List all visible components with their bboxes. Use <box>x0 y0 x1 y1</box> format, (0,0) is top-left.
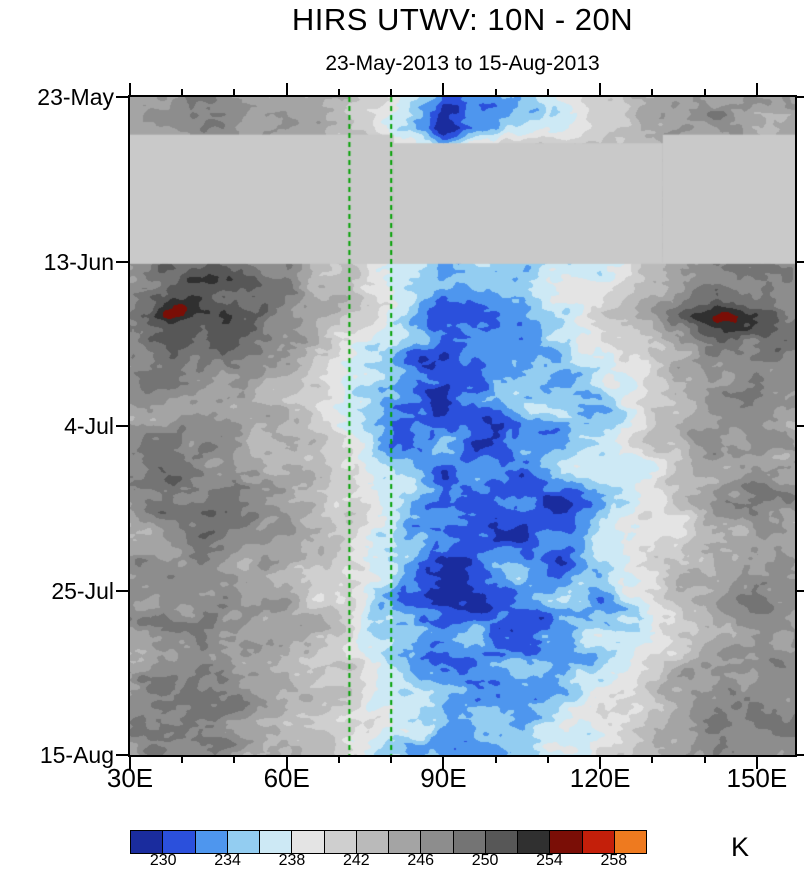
x-axis-minor-tick <box>494 757 497 763</box>
y-axis-major-tick-right <box>797 260 804 263</box>
colorbar-cell <box>356 831 389 853</box>
y-axis-tick-label: 4-Jul <box>64 413 114 439</box>
x-axis-tick-label: 30E <box>106 763 154 793</box>
x-axis-tick-label: 120E <box>569 763 631 793</box>
x-axis-minor-tick <box>337 757 340 763</box>
colorbar-cell <box>453 831 486 853</box>
colorbar-cell <box>518 831 551 853</box>
x-axis-minor-tick <box>651 757 654 763</box>
colorbar-cell <box>131 831 164 853</box>
colorbar-tick-label: 234 <box>214 852 241 869</box>
colorbar-cell <box>292 831 325 853</box>
colorbar-cell <box>195 831 228 853</box>
y-axis-major-tick-right <box>797 96 804 98</box>
y-axis-major-tick-right <box>797 425 804 427</box>
heatmap-canvas <box>130 97 795 755</box>
y-axis-major-tick <box>116 96 128 98</box>
x-axis-tick-label: 90E <box>420 763 467 793</box>
colorbar-cell <box>421 831 454 853</box>
x-axis-minor-tick <box>181 757 184 763</box>
colorbar <box>130 830 647 854</box>
y-axis-major-tick <box>116 754 128 756</box>
x-axis-minor-tick-top <box>337 89 340 95</box>
chart-subtitle: 23-May-2013 to 15-Aug-2013 <box>325 52 600 75</box>
x-axis-major-tick-top <box>599 83 602 95</box>
x-axis-minor-tick <box>390 757 393 763</box>
colorbar-tick-label: 230 <box>149 852 177 869</box>
colorbar-cell <box>260 831 293 853</box>
x-axis-major-tick <box>442 757 445 769</box>
x-axis-minor-tick <box>546 757 549 763</box>
x-axis-minor-tick-top <box>651 89 654 95</box>
colorbar-cell <box>163 831 196 853</box>
colorbar-tick-label: 242 <box>342 852 370 869</box>
x-axis-major-tick <box>599 757 602 769</box>
y-axis-major-tick <box>116 260 128 263</box>
colorbar-unit-label: K <box>730 832 749 862</box>
x-axis-major-tick <box>285 757 288 769</box>
colorbar-cell <box>550 831 583 853</box>
x-axis-major-tick <box>755 757 758 769</box>
y-axis-major-tick <box>116 425 128 427</box>
x-axis-minor-tick-top <box>233 89 236 95</box>
y-axis-tick-label: 25-Jul <box>51 577 114 604</box>
colorbar-tick-label: 258 <box>600 852 628 869</box>
x-axis-tick-label: 60E <box>263 763 310 793</box>
chart-title: HIRS UTWV: 10N - 20N <box>291 2 634 37</box>
y-axis-tick-label: 15-Aug <box>39 742 114 768</box>
x-axis-minor-tick-top <box>546 89 549 95</box>
colorbar-cell <box>324 831 357 853</box>
colorbar-cell <box>485 831 518 853</box>
y-axis-major-tick <box>116 589 128 592</box>
colorbar-cell <box>389 831 422 853</box>
x-axis-minor-tick <box>703 757 706 763</box>
x-axis-minor-tick-top <box>390 89 393 95</box>
x-axis-minor-tick-top <box>494 89 497 95</box>
x-axis-major-tick-top <box>755 83 758 95</box>
y-axis-major-tick-right <box>797 754 804 756</box>
colorbar-tick-label: 246 <box>407 852 435 869</box>
colorbar-cell <box>614 831 646 853</box>
colorbar-tick-label: 254 <box>536 852 563 869</box>
plot-frame <box>128 95 797 757</box>
y-axis-major-tick-right <box>797 589 804 592</box>
x-axis-major-tick-top <box>442 83 445 95</box>
colorbar-cell <box>227 831 260 853</box>
colorbar-cell <box>582 831 615 853</box>
colorbar-tick-label: 250 <box>471 852 499 869</box>
x-axis-minor-tick-top <box>703 89 706 95</box>
x-axis-minor-tick <box>233 757 236 763</box>
x-axis-major-tick-top <box>285 83 288 95</box>
x-axis-major-tick-top <box>129 83 131 95</box>
x-axis-major-tick <box>129 757 131 769</box>
x-axis-minor-tick-top <box>181 89 184 95</box>
colorbar-tick-label: 238 <box>278 852 306 869</box>
y-axis-tick-label: 13-Jun <box>43 248 114 275</box>
y-axis-tick-label: 23-May <box>37 84 114 110</box>
x-axis-tick-label: 150E <box>726 763 788 793</box>
